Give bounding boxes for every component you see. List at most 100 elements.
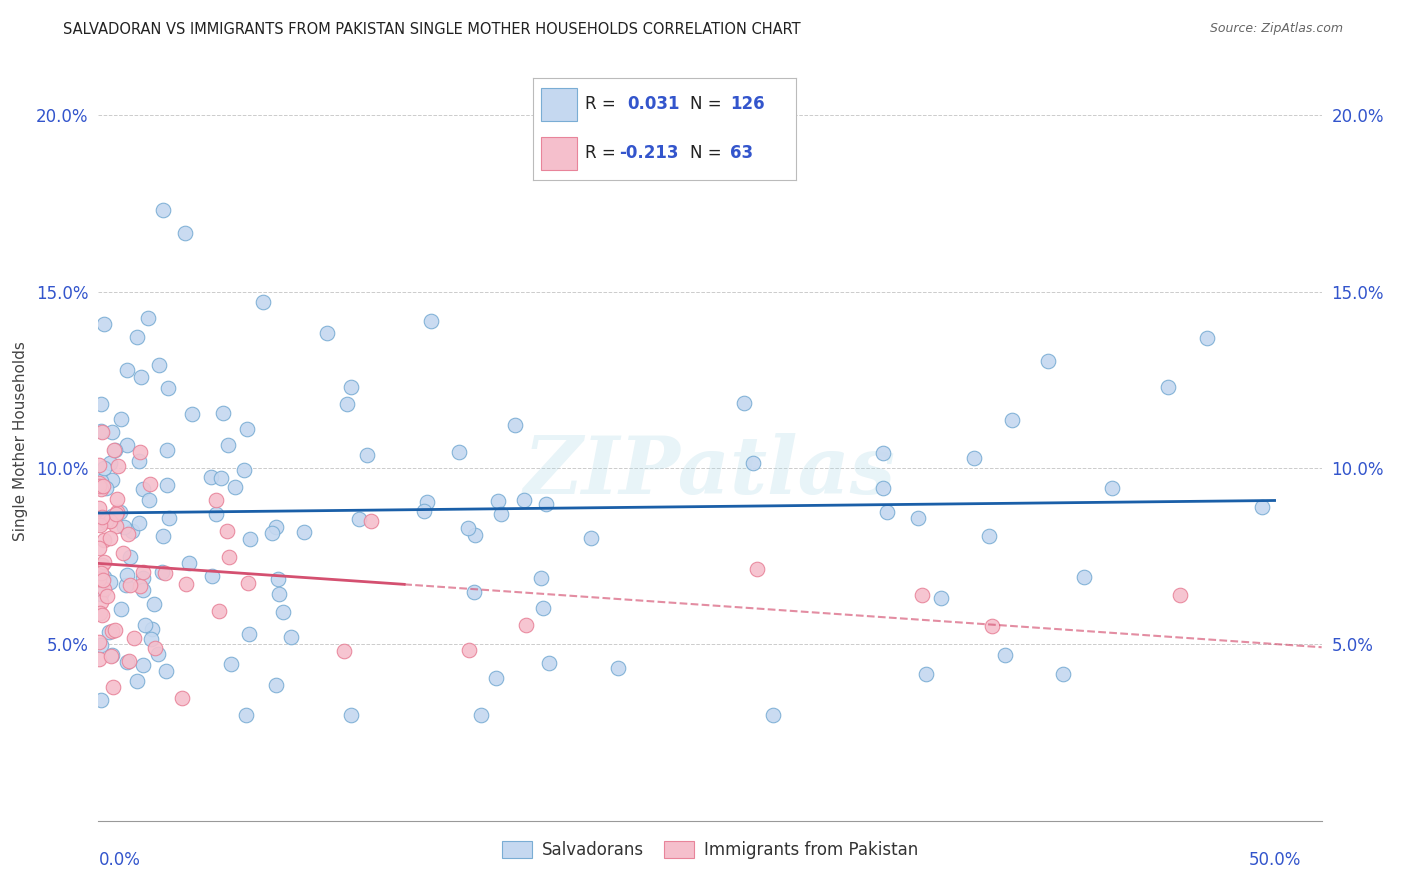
Point <box>134 618 156 632</box>
Point <box>115 578 138 592</box>
Point <box>142 597 165 611</box>
Point <box>90 482 112 496</box>
Point <box>316 326 339 340</box>
Point <box>333 644 356 658</box>
Point <box>155 664 177 678</box>
Point <box>129 445 152 459</box>
Point <box>457 521 479 535</box>
Point <box>761 707 783 722</box>
Point <box>340 707 363 722</box>
Point <box>129 578 152 592</box>
Point <box>907 510 929 524</box>
Point <box>90 693 112 707</box>
Point <box>349 512 371 526</box>
Point <box>93 582 115 597</box>
Point <box>90 595 112 609</box>
Point <box>503 418 526 433</box>
Point <box>733 396 755 410</box>
Point <box>512 493 534 508</box>
Point <box>139 477 162 491</box>
Point <box>745 562 768 576</box>
Point <box>449 445 471 459</box>
Point <box>271 605 294 619</box>
Point <box>340 379 363 393</box>
Point <box>1157 380 1180 394</box>
Point <box>128 516 150 530</box>
Point <box>224 480 246 494</box>
Point <box>136 311 159 326</box>
Point <box>152 202 174 217</box>
Point <box>416 494 439 508</box>
Point <box>104 442 127 457</box>
Point <box>872 446 894 460</box>
Text: Source: ZipAtlas.com: Source: ZipAtlas.com <box>1209 22 1343 36</box>
Point <box>90 510 112 524</box>
Point <box>98 531 121 545</box>
Point <box>235 707 257 722</box>
Point <box>1195 331 1218 345</box>
Text: ZIPatlas: ZIPatlas <box>524 434 896 510</box>
Point <box>156 443 179 458</box>
Point <box>534 497 557 511</box>
Point <box>110 412 132 426</box>
Point <box>87 475 110 490</box>
Point <box>87 458 110 473</box>
Point <box>179 557 201 571</box>
Point <box>356 448 378 462</box>
Point <box>127 673 149 688</box>
Point <box>121 524 143 538</box>
Point <box>94 482 117 496</box>
Point <box>117 656 139 670</box>
Point <box>101 648 124 663</box>
Point <box>103 443 125 458</box>
Point <box>90 516 112 530</box>
Point <box>152 529 174 543</box>
Point <box>236 576 259 591</box>
Point <box>915 667 938 681</box>
Point <box>486 494 509 508</box>
Point <box>138 492 160 507</box>
Point <box>269 587 291 601</box>
Point <box>157 511 180 525</box>
Point <box>148 647 170 661</box>
Point <box>1073 570 1095 584</box>
Point <box>200 569 222 583</box>
Point <box>260 525 283 540</box>
Point <box>128 453 150 467</box>
Point <box>412 504 434 518</box>
Legend: Salvadorans, Immigrants from Pakistan: Salvadorans, Immigrants from Pakistan <box>495 834 925 865</box>
Point <box>238 627 260 641</box>
Point <box>156 478 179 492</box>
Point <box>105 491 128 506</box>
Point <box>117 526 139 541</box>
Point <box>100 648 122 663</box>
Point <box>215 524 238 538</box>
Y-axis label: Single Mother Households: Single Mother Households <box>13 342 28 541</box>
Point <box>1001 413 1024 427</box>
Point <box>98 456 121 470</box>
Point <box>607 661 630 675</box>
Point <box>98 514 121 528</box>
Point <box>181 407 204 421</box>
Point <box>464 527 486 541</box>
Point <box>93 318 115 332</box>
Point <box>530 570 553 584</box>
Point <box>87 516 110 531</box>
Point <box>131 657 153 672</box>
Point <box>336 397 359 411</box>
Point <box>90 566 112 580</box>
Point <box>212 406 235 420</box>
Point <box>111 546 134 560</box>
Point <box>118 655 141 669</box>
Point <box>489 507 512 521</box>
Point <box>200 470 222 484</box>
Point <box>104 623 127 637</box>
Point <box>132 570 155 584</box>
Point <box>148 358 170 372</box>
Point <box>129 370 152 384</box>
Point <box>470 707 492 722</box>
Text: 0.0%: 0.0% <box>98 851 141 869</box>
Point <box>579 531 602 545</box>
Point <box>141 622 163 636</box>
Point <box>90 397 112 411</box>
